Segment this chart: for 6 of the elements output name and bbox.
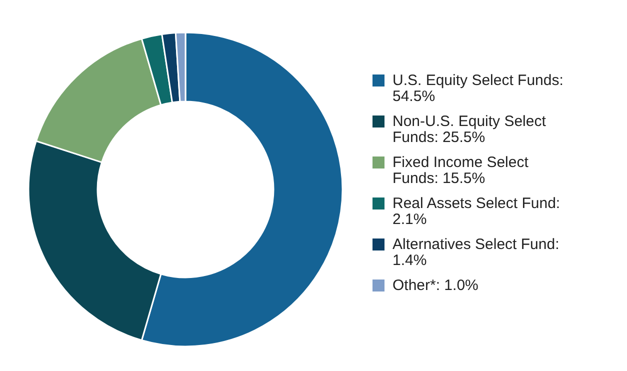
legend-label: Other*: 1.0% (392, 277, 478, 294)
legend-label: Non-U.S. Equity Select Funds: 25.5% (392, 113, 547, 146)
legend-label: Fixed Income Select Funds: 15.5% (392, 154, 530, 187)
legend-label: U.S. Equity Select Funds: 54.5% (392, 72, 564, 105)
legend-label: Alternatives Select Fund: 1.4% (392, 236, 560, 269)
legend-label: Real Assets Select Fund: 2.1% (392, 195, 560, 228)
